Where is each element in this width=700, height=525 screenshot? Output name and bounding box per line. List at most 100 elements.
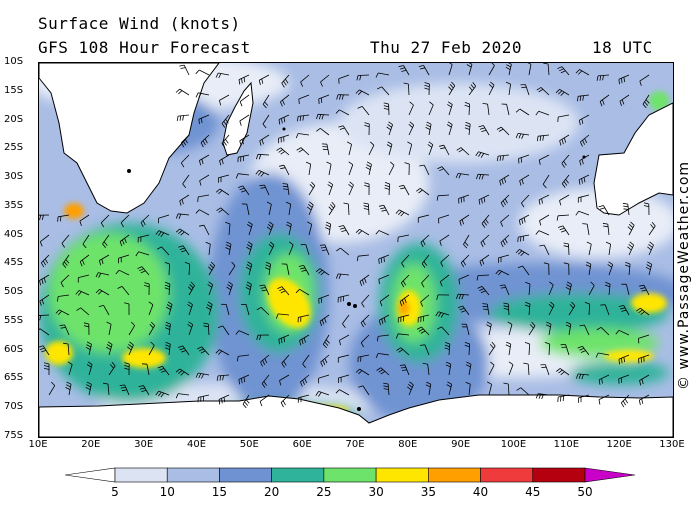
- wind-barb: [348, 203, 350, 216]
- wind-barb: [548, 343, 551, 356]
- wind-barb-feather: [366, 164, 372, 168]
- wind-barb: [108, 365, 116, 376]
- wind-barb-feather: [376, 367, 382, 371]
- wind-map: [38, 62, 674, 438]
- wind-barb: [468, 124, 471, 136]
- wind-barb: [218, 72, 230, 76]
- wind-barb-feather: [425, 384, 431, 388]
- wind-barb: [339, 334, 350, 341]
- wind-barb-feather: [355, 89, 360, 94]
- wind-barb: [540, 87, 550, 96]
- wind-barb: [264, 184, 270, 196]
- wind-barb-feather: [245, 286, 251, 290]
- wind-barb: [348, 184, 354, 196]
- wind-barb-feather: [403, 82, 409, 85]
- wind-barb-feather: [267, 223, 273, 228]
- wind-barb-feather: [439, 240, 442, 246]
- wind-barb-feather: [629, 241, 634, 246]
- wind-barb-feather: [259, 184, 265, 187]
- wind-barb-feather: [315, 391, 319, 396]
- wind-barb-feather: [260, 187, 266, 189]
- wind-barb-feather: [258, 154, 262, 160]
- wind-barb-feather: [496, 156, 499, 162]
- wind-barb: [308, 204, 314, 216]
- wind-barb: [420, 187, 430, 196]
- wind-barb: [261, 374, 270, 384]
- wind-barb-feather: [180, 142, 185, 148]
- wind-barb-feather: [456, 294, 459, 300]
- wind-barb-feather: [539, 135, 542, 141]
- wind-barb-feather: [523, 217, 526, 223]
- wind-barb-feather: [43, 277, 46, 283]
- wind-barb-feather: [418, 328, 424, 332]
- wind-barb-feather: [283, 360, 287, 366]
- wind-barb: [203, 225, 210, 236]
- wind-barb: [82, 234, 90, 245]
- longitude-label: 100E: [500, 439, 527, 450]
- wind-barb-feather: [302, 115, 304, 121]
- wind-barb-feather: [65, 259, 70, 264]
- wind-barb-feather: [400, 212, 405, 217]
- wind-barb-feather: [500, 287, 506, 289]
- wind-barb-feather: [198, 119, 200, 125]
- wind-barb-feather: [159, 368, 165, 371]
- wind-barb-feather: [85, 346, 91, 350]
- wind-barb-feather: [618, 79, 620, 85]
- wind-barb: [198, 114, 210, 120]
- wind-barb-feather: [197, 196, 199, 202]
- wind-barb-feather: [560, 371, 565, 376]
- wind-barb-feather: [320, 247, 326, 249]
- wind-barb: [565, 344, 570, 356]
- wind-barb-feather: [479, 288, 484, 291]
- wind-barb: [557, 214, 570, 217]
- wind-barb-feather: [202, 140, 206, 146]
- wind-barb-feather: [106, 344, 112, 348]
- wind-barb-feather: [138, 385, 144, 388]
- wind-barb-feather: [60, 327, 66, 329]
- wind-barb-feather: [426, 121, 432, 125]
- wind-barb: [498, 154, 510, 157]
- wind-barb-feather: [476, 174, 479, 180]
- wind-barb: [623, 305, 630, 316]
- wind-barb-feather: [336, 247, 341, 252]
- wind-barb: [423, 164, 430, 176]
- wind-barb: [488, 65, 495, 76]
- wind-barb: [378, 274, 390, 280]
- wind-barb: [507, 383, 510, 396]
- wind-barb-feather: [378, 204, 384, 207]
- wind-barb-feather: [304, 378, 308, 384]
- wind-barb-feather: [281, 363, 285, 368]
- wind-barb-feather: [378, 369, 384, 373]
- wind-barb: [146, 364, 150, 376]
- wind-barb: [579, 69, 590, 76]
- wind-barb-feather: [201, 158, 204, 165]
- wind-barb-feather: [206, 306, 211, 311]
- wind-barb: [358, 254, 370, 257]
- wind-barb-feather: [288, 241, 294, 246]
- wind-barb-feather: [482, 305, 488, 308]
- wind-barb: [281, 354, 290, 364]
- wind-barb-feather: [578, 120, 581, 126]
- wind-barb-feather: [203, 322, 209, 325]
- wind-barb-feather: [499, 180, 502, 186]
- wind-barb: [528, 303, 531, 316]
- wind-barb: [508, 84, 511, 96]
- wind-barb-feather: [300, 381, 303, 387]
- longitude-label: 50E: [239, 439, 259, 450]
- wind-barb-feather: [546, 321, 552, 325]
- wind-barb-feather: [440, 313, 445, 318]
- wind-barb-feather: [602, 222, 608, 225]
- wind-barb-feather: [207, 284, 213, 288]
- wind-barb-feather: [76, 307, 81, 311]
- wind-barb: [478, 151, 490, 156]
- wind-barb: [338, 74, 350, 80]
- wind-barb-feather: [387, 124, 392, 128]
- wind-barb-feather: [286, 221, 292, 225]
- wind-barb-feather: [182, 115, 184, 121]
- wind-barb: [228, 265, 236, 276]
- wind-barb-feather: [325, 227, 331, 230]
- wind-barb-feather: [245, 266, 251, 271]
- wind-barb: [588, 264, 592, 276]
- wind-barb-feather: [216, 207, 221, 212]
- wind-barb: [398, 234, 410, 238]
